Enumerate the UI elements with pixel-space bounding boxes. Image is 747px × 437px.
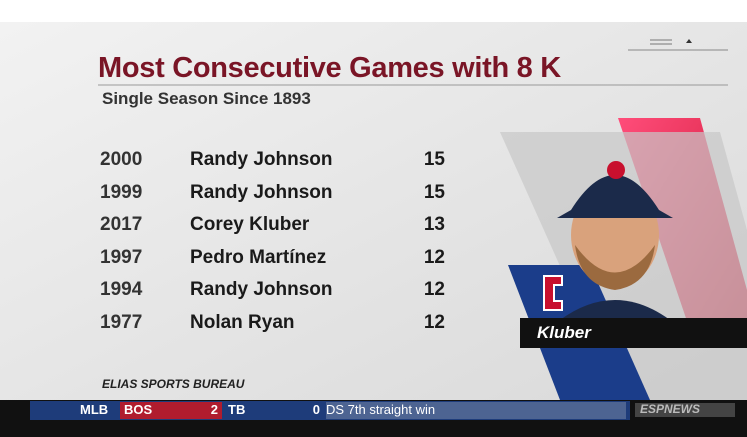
pitcher-cell: Randy Johnson [190,149,333,170]
ticker-away-score: 2 [210,402,218,417]
year-cell: 1994 [100,279,143,301]
title: Most Consecutive Games with 8 K [98,52,561,84]
games-cell: 12 [423,279,445,301]
games-cell: 13 [423,214,445,236]
subtitle: Single Season Since 1893 [102,89,311,108]
pitcher-cell: Randy Johnson [190,279,333,301]
games-cell: 15 [423,149,445,170]
ticker-league: MLB [80,402,109,417]
year-cell: 2000 [100,149,143,170]
team-logo [543,275,563,311]
year-cell: 1977 [100,312,143,333]
pitcher-cell: Corey Kluber [190,214,310,236]
player-name: Kluber [537,323,591,342]
games-cell: 12 [423,246,445,268]
source: ELIAS SPORTS BUREAU [102,377,245,391]
pitcher-cell: Randy Johnson [190,181,333,203]
player-photo [557,161,673,330]
ticker-home-score: 0 [312,402,320,417]
pitcher-cell: Nolan Ryan [190,312,295,333]
network-logo: ESPNEWS [640,402,701,416]
year-cell: 1997 [100,246,143,268]
ticker-headline: DS 7th straight win [326,402,436,417]
year-cell: 2017 [100,214,143,236]
games-cell: 12 [423,312,445,333]
games-cell: 15 [423,181,445,203]
ticker-away-team: BOS [124,402,153,417]
pitcher-cell: Pedro Martínez [190,246,327,268]
year-cell: 1999 [100,181,143,203]
ticker-home-team: TB [228,402,246,417]
